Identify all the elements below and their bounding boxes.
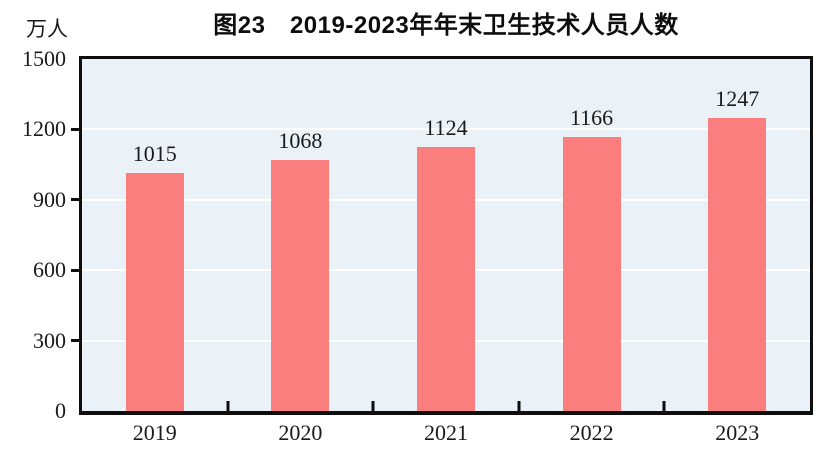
bar-value-label-2022: 1166 — [570, 105, 614, 131]
chart-title: 图23 2019-2023年年末卫生技术人员人数 — [213, 12, 679, 39]
bar-value-label-2021: 1124 — [424, 115, 468, 141]
y-axis-tick-mark-600 — [71, 268, 79, 272]
x-axis-tick-label-2021: 2021 — [424, 420, 468, 445]
y-axis-tick-label-0: 0 — [55, 398, 66, 423]
y-axis-tick-mark-900 — [71, 198, 79, 202]
x-axis-tick-label-2019: 2019 — [132, 420, 177, 445]
bar-value-label-2020: 1068 — [278, 128, 323, 154]
bar-value-label-2019: 1015 — [132, 140, 177, 166]
y-axis-unit-label: 万人 — [26, 17, 68, 41]
y-axis-tick-label-300: 300 — [33, 327, 66, 353]
y-axis-tick-label-600: 600 — [33, 257, 66, 283]
bar-value-label-2023: 1247 — [715, 86, 760, 112]
plot-area: 1015 1068 1124 1166 1247 — [79, 56, 813, 415]
x-axis-tick-label-2020: 2020 — [278, 420, 323, 445]
gridline-1200 — [82, 128, 810, 131]
x-axis-tick-mark-1 — [226, 401, 230, 411]
x-axis-tick-label-2023: 2023 — [715, 420, 760, 445]
bar-2021 — [417, 147, 475, 411]
bar-2019 — [125, 172, 184, 411]
x-axis-tick-mark-3 — [517, 401, 521, 411]
y-axis-tick-label-1500: 1500 — [22, 46, 66, 71]
x-axis-tick-mark-4 — [662, 401, 666, 411]
bar-2023 — [708, 118, 767, 411]
x-axis-tick-label-2022: 2022 — [569, 420, 614, 445]
y-axis-tick-label-900: 900 — [33, 186, 66, 212]
y-axis-tick-mark-300 — [71, 339, 79, 343]
x-axis-tick-mark-2 — [371, 401, 375, 411]
bar-2022 — [562, 137, 621, 411]
y-axis-tick-label-1200: 1200 — [22, 116, 66, 142]
y-axis-tick-mark-1200 — [71, 127, 79, 131]
plot-inner: 1015 1068 1124 1166 1247 — [82, 59, 810, 411]
bar-2020 — [271, 160, 330, 411]
